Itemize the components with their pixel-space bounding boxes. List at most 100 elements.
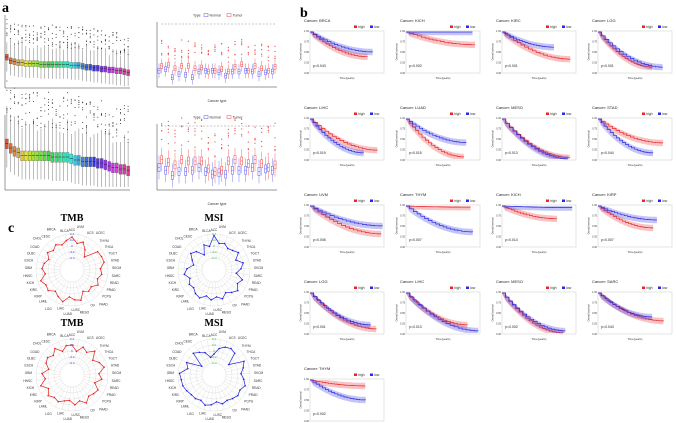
outlier-point <box>221 42 223 45</box>
outlier-point <box>48 113 50 115</box>
grid-spoke <box>79 384 95 404</box>
box <box>46 150 51 161</box>
outlier-point <box>214 50 216 52</box>
km-ci-band-low <box>406 32 473 36</box>
outlier-point <box>85 116 87 118</box>
y-tick: 1.00 <box>592 30 597 33</box>
outlier-point <box>44 124 46 126</box>
outlier-point <box>116 128 118 130</box>
outlier-point <box>93 116 95 118</box>
y-tick: 1.00 <box>304 291 309 294</box>
outlier-point <box>261 53 263 55</box>
outlier-point <box>116 135 118 137</box>
outlier-point <box>167 120 169 123</box>
outlier-point <box>207 137 209 139</box>
grid-spoke <box>217 281 225 305</box>
outlier-point <box>181 39 183 41</box>
y-axis-label: Overall survival <box>588 217 591 235</box>
grid-spoke <box>210 281 214 306</box>
x-axis-label: Time(years) <box>532 76 547 80</box>
outlier-point <box>112 116 114 118</box>
km-ci-band-low <box>502 293 566 333</box>
outlier-point <box>101 34 103 36</box>
radar-label: SARC <box>112 274 122 278</box>
radar-label: KIRC <box>30 393 38 397</box>
outlier-point <box>120 119 122 121</box>
radar-label: THYM <box>242 344 251 348</box>
km-title: Cancer: LUAD <box>400 105 426 110</box>
outlier-point <box>89 35 91 37</box>
outlier-point <box>174 49 176 51</box>
outlier-point <box>108 133 110 135</box>
km-ci-band-high <box>502 119 570 159</box>
outlier-point <box>116 123 118 125</box>
radar-title: MSI <box>205 213 224 224</box>
radar-label: CESC <box>42 234 52 238</box>
outlier-point <box>40 107 42 109</box>
radar-label: GBM <box>167 266 175 270</box>
km-ci-band-high <box>310 206 382 238</box>
outlier-point <box>13 43 15 45</box>
outlier-point <box>6 19 8 21</box>
radar-label: UCS <box>87 336 94 340</box>
km-curve-low <box>406 118 467 143</box>
radar-label: PCPG <box>244 399 254 403</box>
y-tick: 0.25 <box>400 149 405 152</box>
outlier-point <box>93 114 95 116</box>
km-ci-band-low <box>406 119 467 146</box>
outlier-point <box>181 49 183 51</box>
outlier-point <box>161 130 163 132</box>
legend-low-swatch <box>466 25 469 28</box>
outlier-point <box>32 123 34 125</box>
outlier-point <box>214 44 216 46</box>
y-tick: 1.00 <box>304 117 309 120</box>
outlier-point <box>174 150 176 152</box>
outlier-point <box>261 43 263 45</box>
outlier-point <box>29 40 31 42</box>
y-tick: 0.00 <box>400 246 405 249</box>
outlier-point <box>63 96 65 98</box>
grid-spoke <box>189 243 206 262</box>
grid-spoke <box>72 386 76 411</box>
radar-label: LUSC <box>214 308 223 312</box>
outlier-point <box>13 97 15 99</box>
outlier-point <box>247 51 249 54</box>
radar-label: GBM <box>25 266 33 270</box>
grid-spoke <box>210 386 214 411</box>
radial-tick: 0.4 <box>212 337 217 341</box>
radar-label: GBM <box>25 371 33 375</box>
legend-high: high <box>646 112 653 116</box>
outlier-point <box>85 32 87 34</box>
outlier-point <box>112 136 114 138</box>
box <box>84 156 89 167</box>
grid-spoke <box>79 279 95 299</box>
legend-low-swatch <box>370 25 373 28</box>
outlier-point <box>241 135 243 137</box>
radar-label: SARC <box>254 274 264 278</box>
outlier-point <box>187 55 189 57</box>
box <box>111 162 115 173</box>
y-tick: 0.75 <box>304 41 309 44</box>
y-axis-label: Overall survival <box>300 304 303 322</box>
y-axis-label: Overall survival <box>492 217 495 235</box>
legend-high: high <box>358 373 365 377</box>
y-tick: 0.50 <box>304 138 309 141</box>
outlier-point <box>32 31 34 33</box>
grid-spoke <box>220 239 234 261</box>
outlier-point <box>85 104 87 106</box>
legend-low-swatch <box>370 199 373 202</box>
km-ci-band-low <box>310 293 371 329</box>
grid-spoke <box>55 385 67 408</box>
legend-low-swatch <box>658 286 661 289</box>
outlier-point <box>254 139 256 141</box>
outlier-point <box>32 38 34 40</box>
y-tick: 0.00 <box>304 420 309 423</box>
outlier-point <box>274 50 276 53</box>
outlier-point <box>123 49 125 51</box>
legend-low-swatch <box>562 199 565 202</box>
km-curve-low <box>502 118 569 160</box>
outlier-point <box>104 43 106 45</box>
outlier-point <box>70 102 72 104</box>
outlier-point <box>17 32 19 34</box>
radar-label: KIRC <box>172 288 180 292</box>
